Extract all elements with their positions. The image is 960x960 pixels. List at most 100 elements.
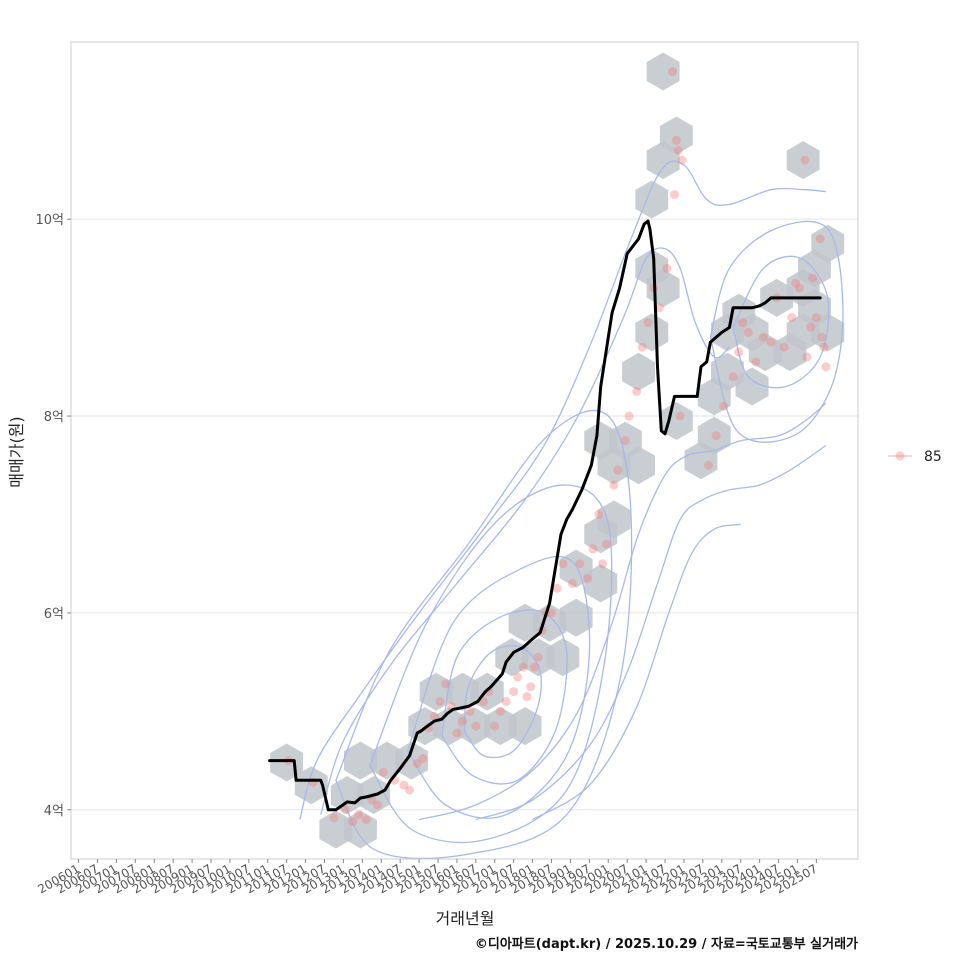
hexbin-cell (330, 776, 364, 814)
density-contour (532, 523, 741, 821)
y-axis: 4억 6억 8억 10억 (35, 213, 71, 819)
transaction-point (675, 411, 685, 421)
hexbin-cell (622, 446, 655, 485)
x-axis: 2006012006072007012007072008012008072009… (35, 859, 820, 897)
transaction-point (582, 573, 592, 583)
hexbin-cell (457, 707, 491, 746)
transaction-point (819, 342, 829, 352)
transaction-point (361, 815, 371, 825)
transaction-point (738, 318, 748, 328)
transaction-point (766, 337, 776, 347)
hexbin-cell (646, 52, 680, 91)
transaction-point (329, 813, 339, 823)
hexbin-cell (419, 672, 453, 711)
hexbin-cell (697, 416, 731, 455)
transaction-point (495, 706, 505, 716)
density-contour (406, 555, 591, 819)
transaction-point (512, 672, 522, 682)
transaction-point (794, 283, 804, 293)
legend: 85 (888, 449, 942, 465)
transaction-point (808, 273, 818, 283)
transaction-point (791, 278, 801, 288)
density-contour (418, 402, 827, 821)
transaction-point (529, 662, 539, 672)
transaction-point (441, 679, 451, 689)
transaction-point (547, 608, 557, 618)
transaction-point (372, 800, 382, 810)
density-contour (463, 645, 542, 759)
transaction-point (588, 544, 598, 554)
transaction-point (522, 692, 532, 702)
transaction-point (490, 721, 500, 731)
density-contours (299, 160, 844, 859)
transaction-point (821, 362, 831, 372)
transaction-point (624, 411, 634, 421)
transaction-point (711, 431, 721, 441)
transaction-point (643, 318, 653, 328)
transaction-point (817, 332, 827, 342)
transaction-point (673, 145, 683, 155)
transaction-point (751, 357, 761, 367)
hexbin-cell (659, 116, 693, 155)
transaction-point (465, 706, 475, 716)
transaction-point (340, 805, 350, 815)
transaction-point (575, 559, 585, 569)
price-line (268, 219, 822, 812)
transaction-point (668, 67, 678, 77)
legend-label: 85 (924, 449, 942, 465)
hexbin-cell (344, 741, 377, 780)
hexbin-cell (811, 224, 845, 263)
transaction-point (501, 697, 511, 707)
y-axis-title: 매매가(원) (7, 416, 26, 487)
transaction-point (802, 352, 812, 362)
hexbin-cell (559, 598, 593, 637)
transaction-point (509, 687, 519, 697)
density-contour (732, 255, 830, 389)
hexbin-cell (546, 638, 580, 677)
density-contour (369, 484, 613, 844)
hexbin-cell (622, 352, 655, 391)
caption: ©디아파트(dapt.kr) / 2025.10.29 / 자료=국토교통부 실… (475, 936, 858, 952)
price-line-layer (268, 219, 822, 812)
transaction-point (354, 810, 364, 820)
transaction-point (734, 347, 744, 357)
transaction-point (662, 263, 672, 273)
transaction-point (405, 785, 415, 795)
legend-key-point (895, 451, 905, 461)
transaction-point (613, 465, 623, 475)
density-contour (441, 609, 568, 785)
x-axis-title: 거래년월 (436, 909, 495, 928)
transaction-point (399, 780, 409, 790)
transaction-point (787, 313, 797, 323)
transaction-point (728, 372, 738, 382)
transaction-point (637, 342, 647, 352)
transaction-point (429, 711, 439, 721)
hexbin-cell (294, 766, 328, 805)
hexbin-cell (584, 564, 618, 603)
transaction-point (471, 721, 481, 731)
density-contour (475, 445, 827, 821)
transaction-point (654, 303, 664, 313)
density-contour (709, 220, 844, 443)
panel-border (70, 41, 859, 860)
density-contour (335, 409, 633, 859)
y-tick-label: 10억 (35, 213, 64, 228)
transaction-point (594, 509, 604, 519)
transaction-point (418, 754, 428, 764)
hexbin-cell (786, 141, 820, 180)
transaction-point (671, 135, 681, 145)
hexbin-cell (508, 707, 542, 746)
transaction-point (815, 234, 825, 244)
transaction-point (609, 480, 619, 490)
transaction-point (533, 652, 543, 662)
transaction-point (526, 682, 536, 692)
hexbin-cell (395, 741, 428, 780)
transaction-point (435, 697, 445, 707)
transaction-point (567, 578, 577, 588)
transaction-point (452, 728, 462, 738)
transaction-point (704, 460, 714, 470)
hexbin-cell (344, 810, 377, 849)
transaction-point (779, 342, 789, 352)
transaction-point (378, 767, 388, 777)
